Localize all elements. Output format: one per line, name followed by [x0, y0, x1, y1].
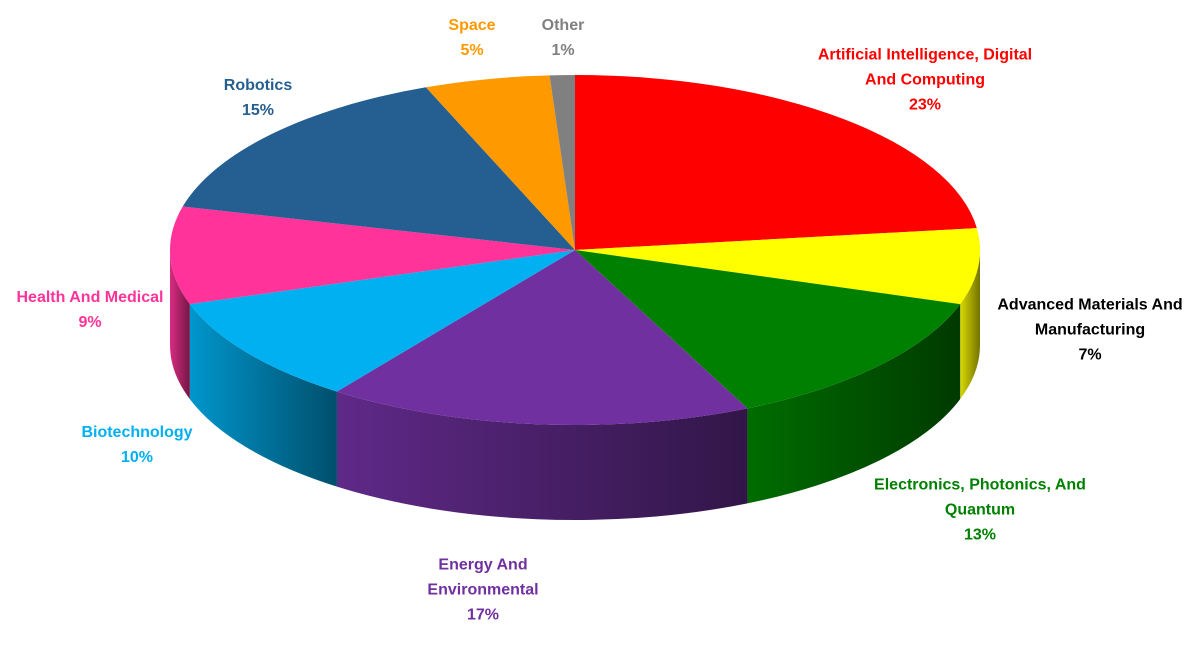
pie-slice: [575, 75, 977, 250]
category-label: Electronics, Photonics, And Quantum: [874, 476, 1086, 519]
pie-slice: [336, 250, 748, 425]
data-label: Space 5%: [427, 13, 517, 63]
pie-slice: [189, 250, 575, 392]
pie-slice: [549, 75, 575, 250]
value-label: 23%: [908, 96, 942, 114]
pie-side: [336, 391, 748, 520]
value-label: 9%: [78, 314, 102, 331]
data-label: Robotics 15%: [198, 73, 318, 123]
category-label: Biotechnology: [81, 424, 193, 441]
pie-side: [960, 250, 981, 400]
pie-slice: [575, 250, 961, 409]
category-label: Robotics: [223, 77, 293, 94]
category-label: Advanced Materials And Manufacturing: [997, 296, 1183, 339]
value-label: 13%: [963, 526, 997, 544]
category-label: Artificial Intelligence, Digital And Com…: [817, 46, 1033, 89]
data-label: Health And Medical 9%: [0, 285, 185, 335]
data-label: Artificial Intelligence, Digital And Com…: [810, 43, 1040, 118]
data-label: Electronics, Photonics, And Quantum 13%: [870, 473, 1090, 548]
category-label: Health And Medical: [16, 289, 164, 306]
value-label: 15%: [241, 102, 275, 119]
pie-slice: [575, 228, 981, 305]
pie-slice: [170, 206, 576, 305]
data-label: Advanced Materials And Manufacturing 7%: [975, 293, 1200, 368]
pie-slice: [425, 75, 575, 250]
category-label: Other: [541, 17, 585, 34]
data-label: Energy And Environmental 17%: [403, 553, 563, 628]
value-label: 10%: [120, 449, 154, 466]
pie-side: [747, 304, 961, 504]
value-label: 5%: [460, 42, 484, 59]
pie-side: [170, 250, 190, 400]
pie-slice: [182, 87, 575, 250]
category-label: Space: [448, 17, 496, 34]
category-label: Energy And Environmental: [427, 556, 539, 599]
value-label: 17%: [466, 606, 500, 624]
data-label: Biotechnology 10%: [57, 420, 217, 470]
data-label: Other 1%: [518, 13, 608, 63]
value-label: 1%: [551, 42, 575, 59]
pie-side: [189, 304, 337, 487]
value-label: 7%: [1078, 346, 1102, 364]
